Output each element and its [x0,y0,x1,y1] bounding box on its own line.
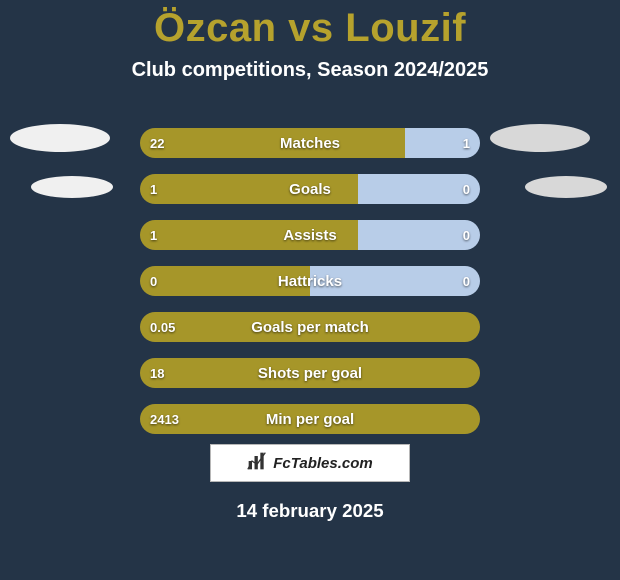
value-left: 2413 [150,404,179,434]
value-right: 1 [463,128,470,158]
stat-row: Goals per match0.05 [0,304,620,350]
bar-track: Min per goal [140,404,480,434]
value-left: 0 [150,266,157,296]
bar-right [358,220,480,250]
bar-track: Hattricks [140,266,480,296]
stat-row: Goals1 0 [0,166,620,212]
bar-right [310,266,480,296]
comparison-infographic: Özcan vs Louzif Club competitions, Seaso… [0,0,620,580]
watermark-text: FcTables.com [273,455,372,472]
player-left-name: Özcan [154,6,277,50]
bar-left [140,128,405,158]
bar-track: Goals per match [140,312,480,342]
subtitle: Club competitions, Season 2024/2025 [0,59,620,82]
value-left: 1 [150,174,157,204]
stat-row: Matches22 1 [0,120,620,166]
stat-row: Min per goal2413 [0,396,620,442]
value-left: 0.05 [150,312,175,342]
stat-rows: Matches221Goals10Assists10Hattricks00Goa… [0,120,620,442]
bar-left [140,174,358,204]
stat-row: Shots per goal18 [0,350,620,396]
value-left: 22 [150,128,164,158]
title-vs: vs [288,6,334,50]
value-right: 0 [463,266,470,296]
bar-left [140,404,480,434]
bar-left [140,266,310,296]
value-right: 0 [463,220,470,250]
stat-row: Hattricks0 0 [0,258,620,304]
bar-left [140,312,480,342]
value-left: 1 [150,220,157,250]
watermark: FcTables.com [210,444,410,482]
bar-track: Goals [140,174,480,204]
bar-track: Matches [140,128,480,158]
date-text: 14 february 2025 [0,500,620,522]
value-left: 18 [150,358,164,388]
bar-left [140,358,480,388]
player-right-name: Louzif [345,6,466,50]
value-right: 0 [463,174,470,204]
bars-icon [247,451,267,476]
bar-track: Assists [140,220,480,250]
bar-right [358,174,480,204]
stat-row: Assists1 0 [0,212,620,258]
bar-track: Shots per goal [140,358,480,388]
title: Özcan vs Louzif [0,0,620,51]
bar-left [140,220,358,250]
